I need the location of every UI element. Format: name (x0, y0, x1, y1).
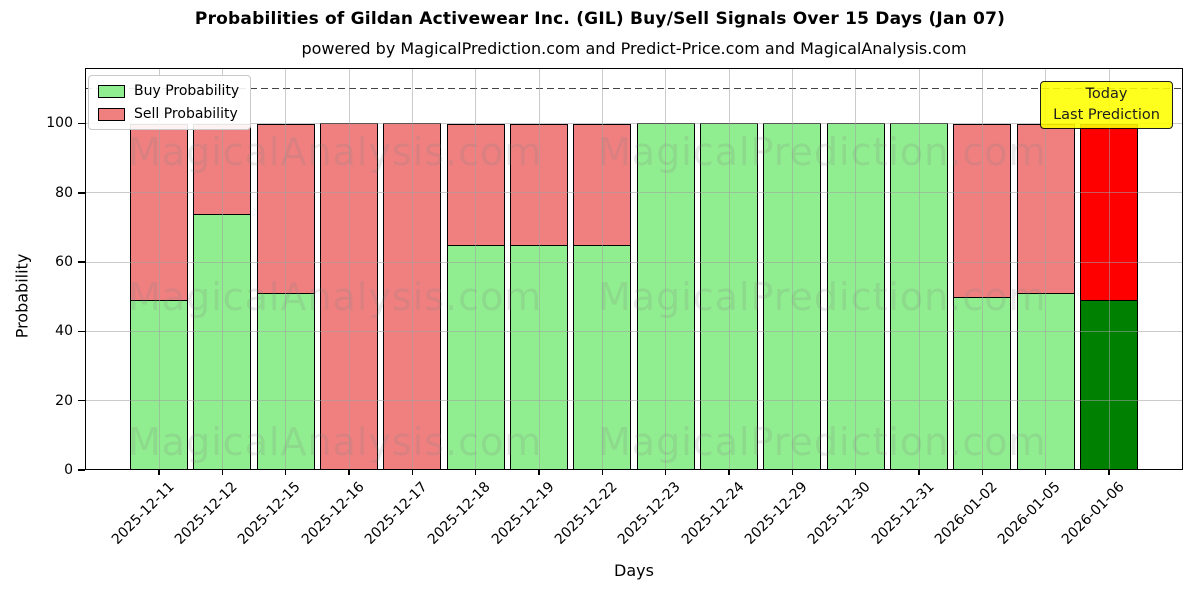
grid-vline (728, 68, 730, 470)
x-tick (538, 470, 540, 475)
legend: Buy Probability Sell Probability (88, 75, 252, 130)
x-tick (221, 470, 224, 475)
x-tick-label: 2025-12-12 (171, 479, 241, 548)
x-tick (158, 470, 160, 475)
y-tick-label: 20 (55, 392, 73, 409)
grid-vline (791, 68, 793, 470)
x-tick-label: 2025-12-11 (108, 479, 178, 548)
chart-title: Probabilities of Gildan Activewear Inc. … (194, 9, 1006, 29)
grid-vline (601, 68, 603, 470)
grid-vline (855, 68, 857, 470)
y-tick-label: 60 (55, 254, 73, 271)
x-tick (348, 470, 350, 475)
grid-vline (348, 68, 350, 470)
x-tick (1108, 470, 1110, 475)
grid-vline (475, 68, 477, 470)
x-tick (981, 470, 984, 475)
x-tick-label: 2026-01-06 (1058, 479, 1128, 548)
grid-hline (85, 122, 1183, 124)
x-tick (854, 470, 857, 475)
x-tick (284, 470, 287, 475)
x-tick-label: 2025-12-17 (361, 479, 431, 548)
grid-hline (85, 192, 1183, 194)
x-tick-label: 2025-12-24 (678, 479, 748, 548)
grid-vline (285, 68, 287, 470)
today-annotation: Today Last Prediction (1040, 81, 1173, 129)
legend-label-buy: Buy Probability (134, 83, 240, 99)
x-tick (474, 470, 477, 475)
x-tick-label: 2025-12-30 (805, 479, 874, 548)
y-tick (78, 330, 85, 333)
grid-hline (85, 261, 1183, 263)
y-tick-label: 80 (55, 184, 73, 201)
y-tick-label: 100 (46, 115, 73, 132)
grid-vline (665, 68, 667, 470)
y-tick (78, 261, 85, 263)
x-tick (918, 470, 920, 475)
legend-item-sell: Sell Probability (98, 106, 239, 122)
x-axis-label: Days (614, 561, 654, 580)
y-axis-label: Probability (12, 253, 32, 339)
today-annotation-line2: Last Prediction (1053, 107, 1160, 123)
x-tick-label: 2025-12-19 (488, 479, 558, 548)
grid-hline (85, 330, 1183, 332)
grid-vline (981, 68, 983, 470)
x-tick-label: 2025-12-18 (425, 479, 494, 548)
x-tick-label: 2025-12-16 (298, 479, 368, 548)
x-tick (411, 470, 414, 475)
grid-vline (1045, 68, 1047, 470)
x-tick (728, 470, 730, 475)
y-tick-label: 40 (55, 323, 73, 340)
grid-vline (918, 68, 920, 470)
x-tick-label: 2026-01-05 (995, 479, 1064, 548)
sell-probability-swatch (98, 107, 125, 121)
chart-subtitle: powered by MagicalPrediction.com and Pre… (301, 39, 967, 58)
today-annotation-line1: Today (1085, 86, 1128, 102)
y-tick (78, 469, 85, 471)
grid-vline (158, 68, 160, 470)
legend-item-buy: Buy Probability (98, 83, 239, 99)
y-tick (78, 399, 85, 402)
grid-vline (221, 68, 223, 470)
x-tick (601, 470, 604, 475)
y-tick (78, 122, 85, 125)
grid-hline (85, 400, 1183, 402)
x-tick-label: 2025-12-22 (551, 479, 621, 548)
x-tick-label: 2025-12-23 (615, 479, 684, 548)
x-tick-label: 2025-12-15 (235, 479, 304, 548)
grid-vline (538, 68, 540, 470)
grid-vline (411, 68, 413, 470)
grid-vline (1108, 68, 1110, 470)
buy-probability-swatch (98, 84, 125, 98)
legend-label-sell: Sell Probability (134, 106, 238, 122)
x-tick (664, 470, 667, 475)
x-tick-label: 2025-12-31 (868, 479, 938, 548)
x-tick (1044, 470, 1047, 475)
y-tick (78, 192, 85, 194)
x-tick-label: 2025-12-29 (741, 479, 811, 548)
dashed-guideline (85, 88, 1183, 90)
y-tick-label: 0 (64, 462, 73, 478)
x-tick-label: 2026-01-02 (931, 479, 1001, 548)
x-tick (791, 470, 794, 475)
